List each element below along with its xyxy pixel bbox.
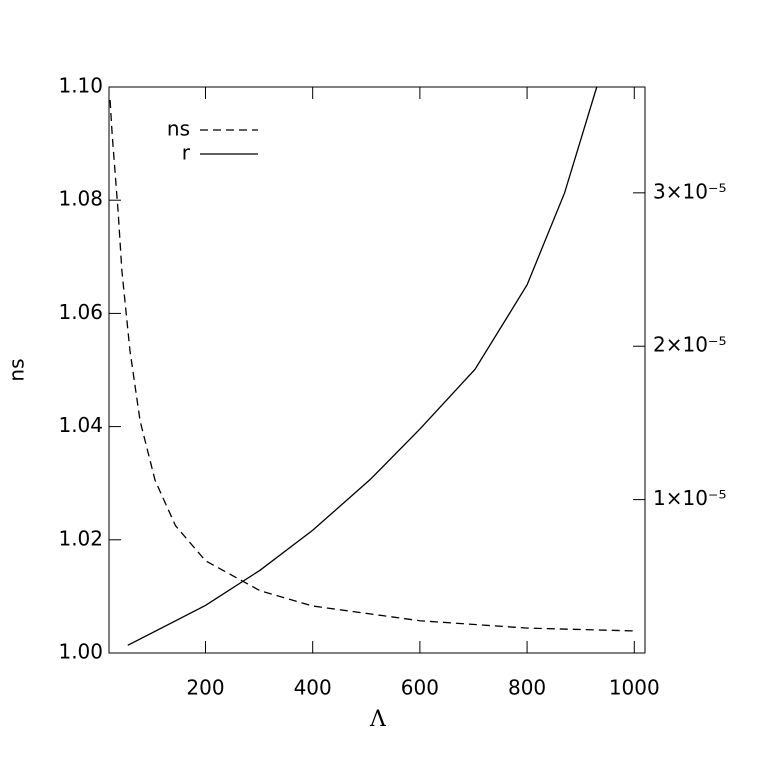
y-tick-label: 1.00 (58, 640, 103, 664)
y-tick-label: 1.06 (58, 300, 103, 324)
plot-frame (108, 86, 646, 654)
y2-tick-label: 2×10⁻⁵ (653, 333, 727, 357)
y-tick-label: 1.08 (58, 187, 103, 211)
x-tick-label: 400 (294, 676, 332, 700)
x-tick-label: 800 (508, 676, 546, 700)
x-tick-label: 200 (186, 676, 224, 700)
series-line (127, 86, 598, 646)
y-tick-label: 1.04 (58, 413, 103, 437)
legend-label: r (182, 141, 191, 165)
y-tick-label: 1.10 (58, 74, 103, 98)
y2-tick-label: 3×10⁻⁵ (653, 179, 727, 203)
legend-label: ns (167, 117, 190, 141)
y-tick-label: 1.02 (58, 526, 103, 550)
series-line (109, 99, 635, 632)
y-axis-label: ns (5, 358, 29, 381)
y2-tick-label: 1×10⁻⁵ (653, 486, 727, 510)
x-tick-label: 600 (401, 676, 439, 700)
x-axis-label: Λ (369, 707, 387, 732)
x-tick-label: 1000 (609, 676, 660, 700)
